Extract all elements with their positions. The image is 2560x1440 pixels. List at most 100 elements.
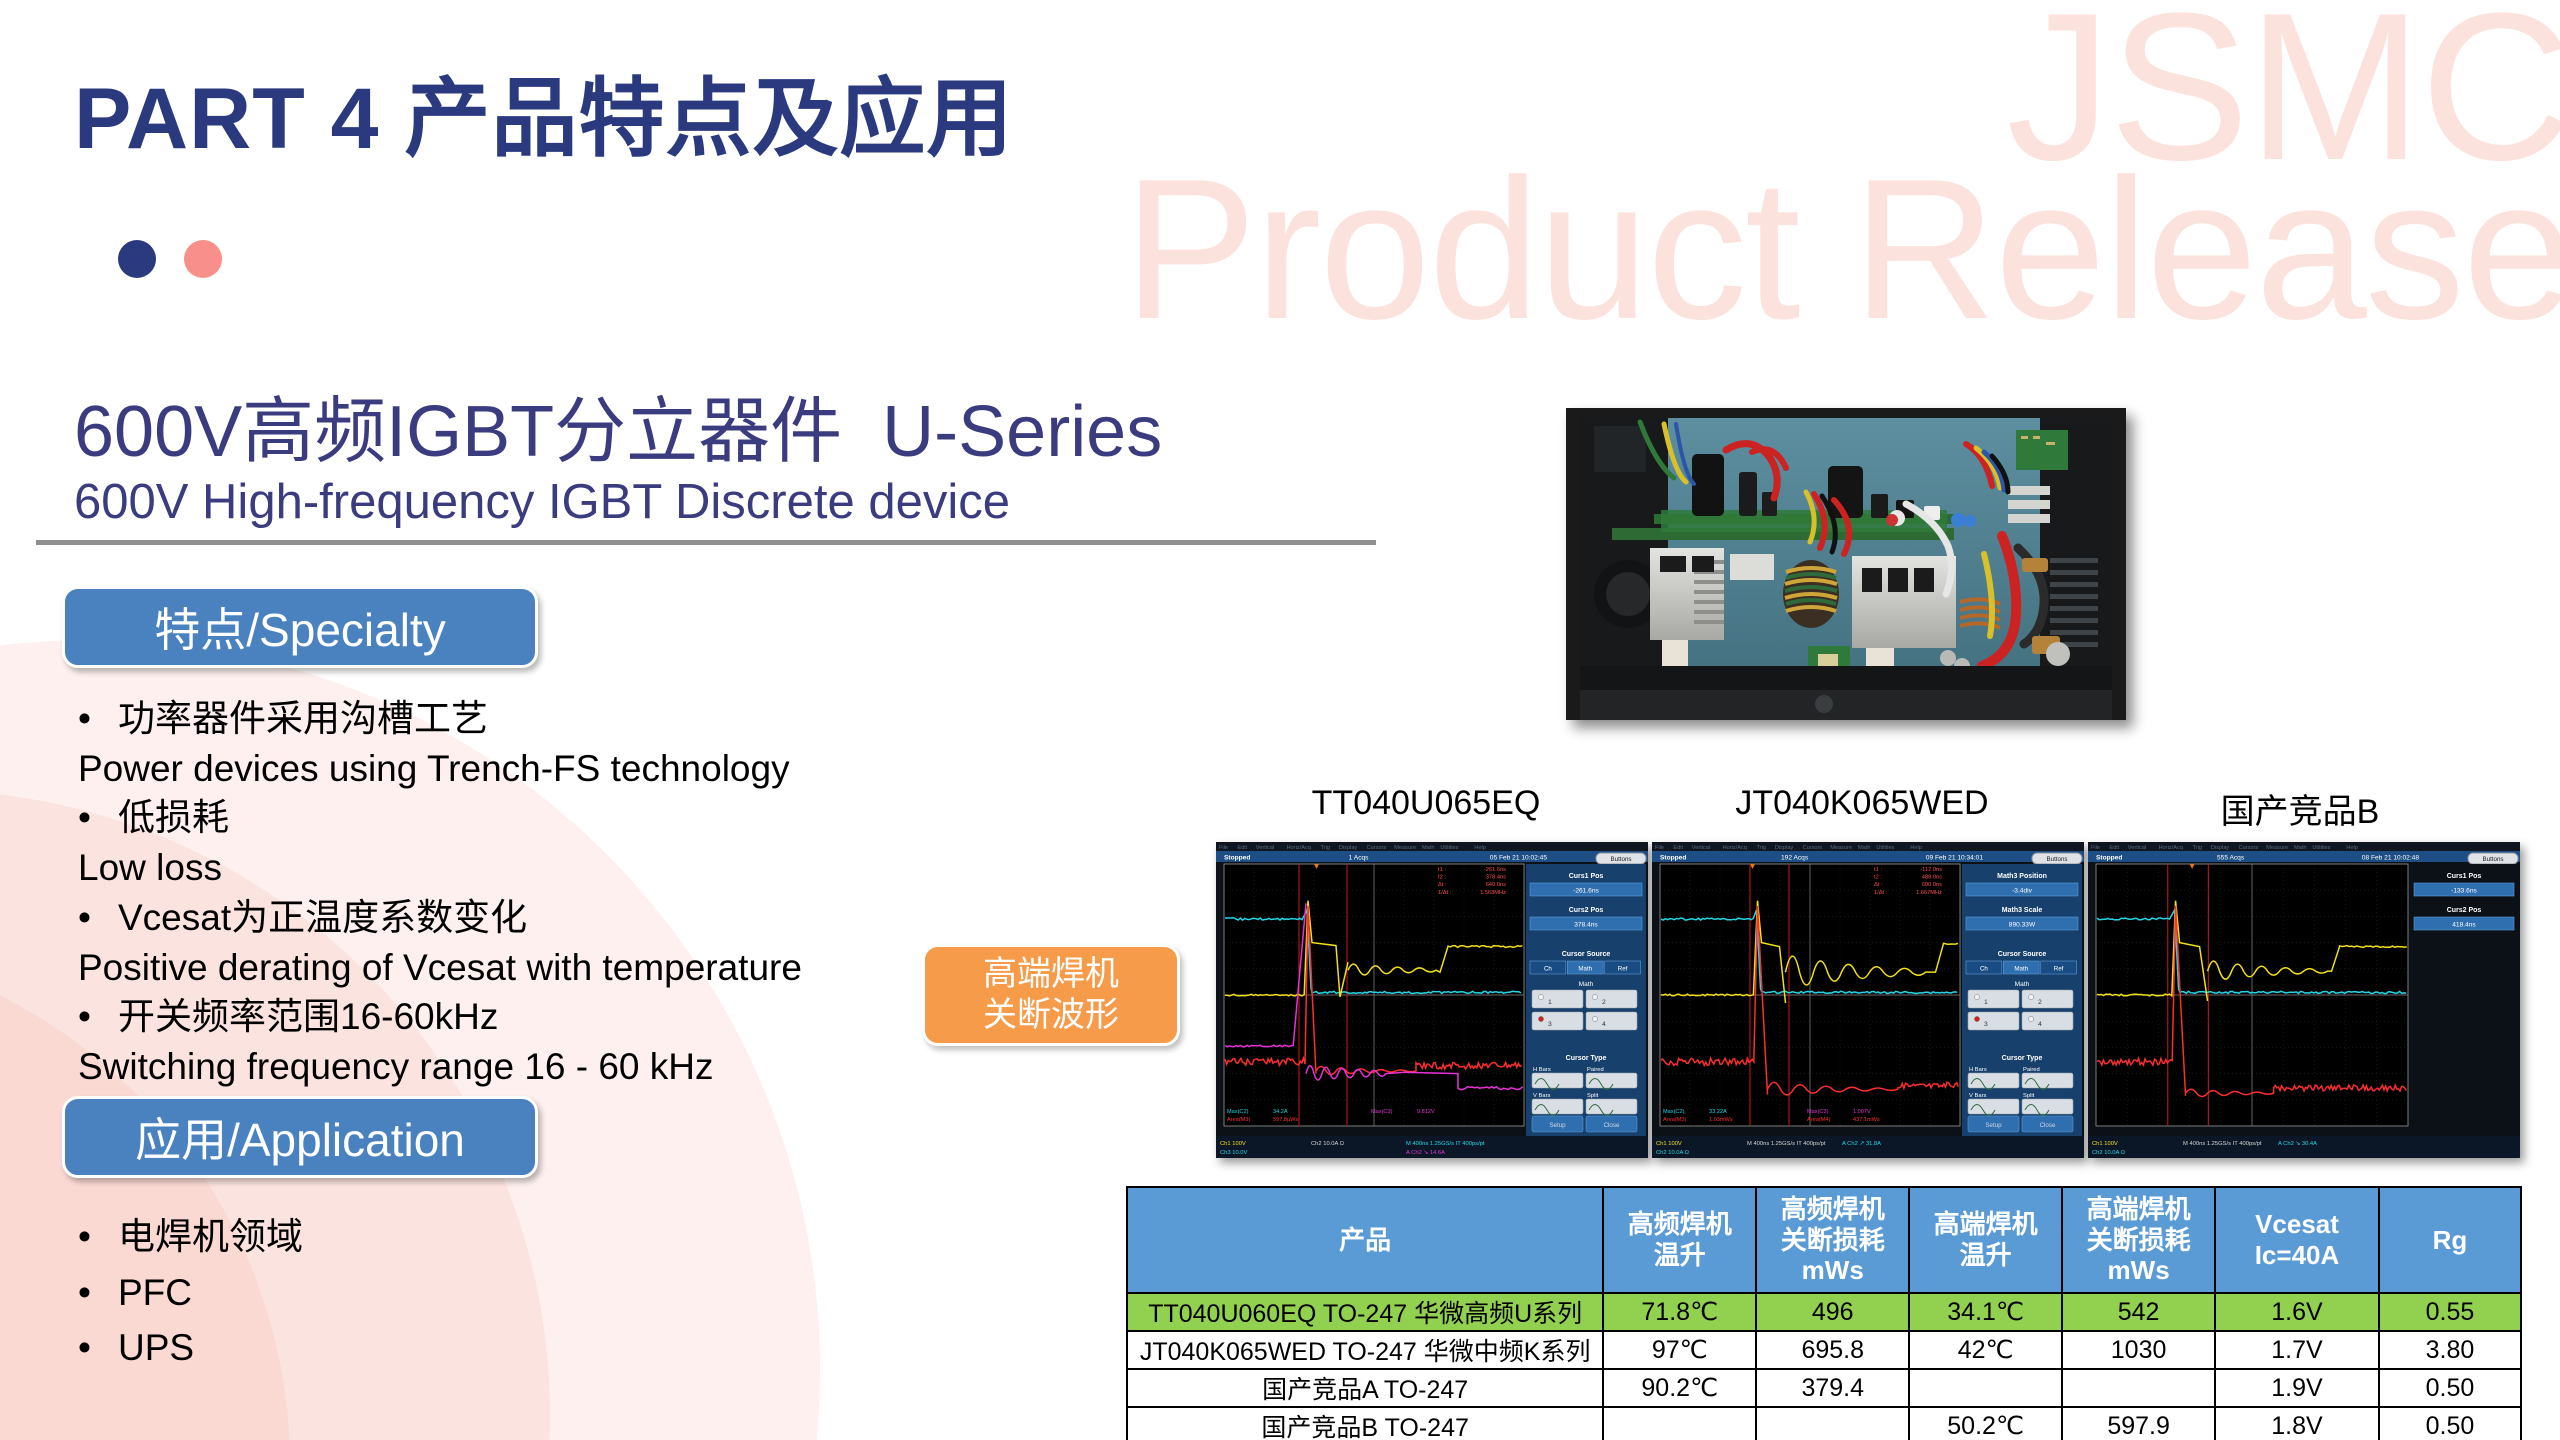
bullet-icon: • <box>78 1216 91 1257</box>
scope-menu-item[interactable]: Vertical <box>2128 845 2146 851</box>
scope-menu-item[interactable]: Horiz/Acq <box>1723 845 1747 851</box>
scope-menu-item[interactable]: Display <box>2211 845 2230 851</box>
scope-menu-item[interactable]: Trig <box>1757 845 1766 851</box>
svg-text:Setup: Setup <box>1549 1122 1566 1129</box>
scope-math-button[interactable]: 1 <box>1531 989 1584 1009</box>
scope-source-tab[interactable]: Ref <box>1604 960 1641 975</box>
scope-menu-item[interactable]: Edit <box>1237 845 1247 851</box>
scope-footer-button[interactable]: Setup <box>1531 1115 1584 1133</box>
scope-cursor-type-button[interactable] <box>2021 1098 2074 1116</box>
scope-menu-item[interactable]: Horiz/Acq <box>2159 845 2183 851</box>
scope-bottom-bar-item: Ch1 100V <box>2092 1141 2118 1147</box>
scope-menu-item[interactable]: Help <box>1910 845 1922 851</box>
scope-math-button[interactable]: 4 <box>2021 1011 2074 1031</box>
scope-menu-item[interactable]: Cursors <box>2239 845 2259 851</box>
scope-buttons-chip[interactable]: Buttons <box>2031 852 2083 865</box>
scope-cursor-type-button[interactable] <box>1967 1098 2020 1116</box>
scope-menu-item[interactable]: Vertical <box>1692 845 1710 851</box>
product-series-label: U-Series <box>882 392 1163 472</box>
scope-panel-value[interactable]: -261.6ns <box>1573 888 1599 895</box>
scope-menu-item[interactable]: Vertical <box>1256 845 1274 851</box>
scope-menu-item[interactable]: Utilities <box>2312 845 2330 851</box>
scope-cursor-type-button[interactable] <box>1531 1072 1584 1090</box>
scope-menu-item[interactable]: Help <box>2346 845 2358 851</box>
scope-menu-item[interactable]: File <box>1219 845 1228 851</box>
table-column-header: 高端焊机 温升 <box>1908 1186 2064 1294</box>
scope-menu-item[interactable]: Edit <box>2109 845 2119 851</box>
scope-panel-value[interactable]: -3.4div <box>2012 888 2032 895</box>
scope-menu-item[interactable]: Measure <box>2266 845 2288 851</box>
scope-menu-item[interactable]: Edit <box>1673 845 1683 851</box>
scope-menu-item[interactable]: Math <box>1422 845 1434 851</box>
scope-math-button[interactable]: 2 <box>2021 989 2074 1009</box>
table-row: TT040U060EQ TO-247 华微高频U系列 71.8℃ 496 34.1℃ 5… <box>1125 1292 2523 1332</box>
scope-cursor-readout-key: t2 : <box>1438 875 1446 881</box>
scope-menu-item[interactable]: Cursors <box>1367 845 1387 851</box>
svg-text:4: 4 <box>1602 1021 1606 1028</box>
scope-menu-item[interactable]: File <box>2091 845 2100 851</box>
scope-menu-item[interactable]: Horiz/Acq <box>1287 845 1311 851</box>
scope-panel-value[interactable]: 378.4ns <box>1574 922 1598 929</box>
table-cell: 42℃ <box>1908 1330 2064 1370</box>
scope-cursor-type-button[interactable] <box>1585 1098 1638 1116</box>
scope-source-tab[interactable]: Ch <box>1529 960 1567 975</box>
scope-math-button[interactable]: 2 <box>1585 989 1638 1009</box>
scope-menu-item[interactable]: File <box>1655 845 1664 851</box>
scope-cursor-type-button[interactable] <box>1585 1072 1638 1090</box>
scope-cursor-readout-key: t1 : <box>1438 867 1446 873</box>
scope-menu-item[interactable]: Measure <box>1394 845 1416 851</box>
scope-measurement-value: 437.1mWs <box>1853 1117 1880 1123</box>
scope-cursor-type-button[interactable] <box>1531 1098 1584 1116</box>
svg-text:Setup: Setup <box>1985 1122 2002 1129</box>
scope-buttons-chip[interactable]: Buttons <box>1595 852 1647 865</box>
scope-menu-item[interactable]: Utilities <box>1876 845 1894 851</box>
scope-cursor-readout-value: 1.667MHz <box>1916 890 1942 896</box>
scope-cursor-type-button[interactable] <box>1967 1072 2020 1090</box>
scope-panel-title: Math3 Scale <box>2002 907 2043 914</box>
scope-menu-item[interactable]: Display <box>1775 845 1794 851</box>
product-title-cn: 600V高频IGBT分立器件 U-Series <box>74 372 1162 477</box>
welding-machine-photo-graphic <box>1566 408 2126 720</box>
svg-text:Math: Math <box>1578 966 1592 973</box>
scope-menu-item[interactable]: Trig <box>1321 845 1330 851</box>
scope-panel-value[interactable]: 418.4ns <box>2452 922 2476 929</box>
scope-footer-button[interactable]: Close <box>1585 1115 1638 1133</box>
scope-panel-value[interactable]: -133.6ns <box>2451 888 2477 895</box>
scope-menu-item[interactable]: Trig <box>2193 845 2202 851</box>
bullet-icon: • <box>78 996 91 1038</box>
scope-cursor-readout-value: 1.563MHz <box>1480 890 1506 896</box>
table-cell: 597.9 <box>2061 1406 2217 1440</box>
scope-footer-button[interactable]: Setup <box>1967 1115 2020 1133</box>
scope-source-tab[interactable]: Math <box>1567 960 1604 975</box>
svg-text:3: 3 <box>1548 1021 1552 1028</box>
scope-cursor-type-button[interactable] <box>2021 1072 2074 1090</box>
scope-status-left: Stopped <box>1660 855 1686 862</box>
scope-measurement-label: Area(M3) <box>1663 1117 1686 1123</box>
bullet-icon: • <box>78 797 91 839</box>
scope-menu-item[interactable]: Measure <box>1830 845 1852 851</box>
scope-menu-item[interactable]: Help <box>1474 845 1486 851</box>
scope-trace-math <box>1224 903 1524 1091</box>
table-row: 国产竞品A TO-247 90.2℃ 379.4 1.9V 0.50 <box>1125 1368 2523 1408</box>
scope-math-button[interactable]: 3 <box>1531 1011 1584 1031</box>
header-line: Vcesat <box>2255 1209 2339 1240</box>
scope-math-button[interactable]: 3 <box>1967 1011 2020 1031</box>
scope-menu-item[interactable]: Cursors <box>1803 845 1823 851</box>
scope-menu-item[interactable]: Math <box>2294 845 2306 851</box>
scope-menu-item[interactable]: Math <box>1858 845 1870 851</box>
scope-menu-item[interactable]: Display <box>1339 845 1358 851</box>
scope-menu-item[interactable]: Utilities <box>1440 845 1458 851</box>
scope-source-tab[interactable]: Ch <box>1965 960 2003 975</box>
table-cell: 379.4 <box>1755 1368 1911 1408</box>
scope-trace-ch2 <box>1660 900 1959 1004</box>
scope-footer-button[interactable]: Close <box>2021 1115 2074 1133</box>
scope-canvas: File Edit Vertical Horiz/Acq Trig Display Curs… <box>1652 842 2084 1158</box>
scope-buttons-chip[interactable]: Buttons <box>2467 852 2519 865</box>
scope-math-button[interactable]: 1 <box>1967 989 2020 1009</box>
scope-source-tab[interactable]: Ref <box>2040 960 2077 975</box>
scope-math-button[interactable]: 4 <box>1585 1011 1638 1031</box>
scope-bottom-bar-item: Ch3 10.0V <box>1220 1150 1248 1156</box>
scope-source-tab[interactable]: Math <box>2003 960 2040 975</box>
scope-panel-value[interactable]: 890.33W <box>2009 922 2036 929</box>
table-cell: 1.8V <box>2214 1406 2380 1440</box>
